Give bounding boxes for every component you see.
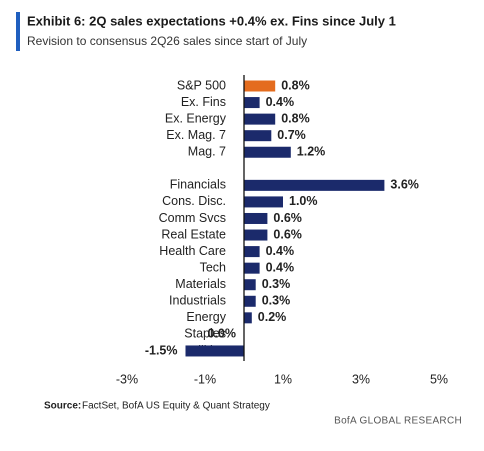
value-label: 0.7% bbox=[277, 128, 306, 142]
category-label: Cons. Disc. bbox=[162, 194, 226, 208]
value-label: -1.5% bbox=[145, 343, 178, 357]
source-label: Source: bbox=[44, 401, 81, 412]
x-tick-label: 5% bbox=[430, 372, 448, 386]
x-tick-label: -1% bbox=[194, 372, 216, 386]
bar bbox=[244, 97, 260, 109]
footer: BofA GLOBAL RESEARCH bbox=[334, 416, 462, 427]
value-label: 0.4% bbox=[266, 244, 295, 258]
category-label: Industrials bbox=[169, 294, 226, 308]
title-accent bbox=[16, 12, 20, 51]
category-label: Comm Svcs bbox=[159, 211, 226, 225]
category-label: Staples bbox=[184, 327, 226, 341]
category-label: Materials bbox=[175, 277, 226, 291]
bar bbox=[244, 146, 291, 158]
value-label: 0.2% bbox=[258, 310, 287, 324]
bar bbox=[244, 229, 268, 241]
category-label: Mag. 7 bbox=[188, 145, 226, 159]
value-label: 3.6% bbox=[390, 178, 419, 192]
bar bbox=[244, 196, 283, 208]
value-label: 0.3% bbox=[262, 277, 291, 291]
bar bbox=[244, 295, 256, 307]
category-label: Ex. Fins bbox=[181, 95, 226, 109]
chart-title: Exhibit 6: 2Q sales expectations +0.4% e… bbox=[27, 13, 396, 28]
x-tick-label: 3% bbox=[352, 372, 370, 386]
x-tick-label: 1% bbox=[274, 372, 292, 386]
bar bbox=[244, 246, 260, 258]
category-label: Health Care bbox=[159, 244, 226, 258]
value-label: 0.6% bbox=[273, 227, 302, 241]
bar bbox=[244, 179, 385, 191]
category-label: Energy bbox=[186, 310, 226, 324]
bar bbox=[244, 262, 260, 274]
bar bbox=[244, 312, 252, 324]
chart-subtitle: Revision to consensus 2Q26 sales since s… bbox=[27, 34, 307, 48]
bar bbox=[244, 130, 272, 142]
category-label: Financials bbox=[170, 178, 226, 192]
category-label: Ex. Mag. 7 bbox=[166, 128, 226, 142]
value-label: 1.0% bbox=[289, 194, 318, 208]
category-label: Tech bbox=[200, 260, 226, 274]
value-label: 0.8% bbox=[281, 111, 310, 125]
bar bbox=[244, 212, 268, 224]
value-label: 0.4% bbox=[266, 95, 295, 109]
source: FactSet, BofA US Equity & Quant Strategy bbox=[82, 401, 270, 412]
bar bbox=[185, 345, 244, 357]
bar bbox=[244, 279, 256, 291]
value-label: 0.4% bbox=[266, 260, 295, 274]
value-label: 1.2% bbox=[297, 145, 326, 159]
value-label: 0.6% bbox=[273, 211, 302, 225]
category-label: Ex. Energy bbox=[165, 111, 227, 125]
value-label: 0.3% bbox=[262, 294, 291, 308]
bar bbox=[244, 113, 276, 125]
bar bbox=[244, 80, 276, 92]
category-label: S&P 500 bbox=[177, 78, 226, 92]
value-label: 0.0% bbox=[208, 327, 237, 341]
value-label: 0.8% bbox=[281, 78, 310, 92]
category-label: Real Estate bbox=[161, 227, 226, 241]
x-tick-label: -3% bbox=[116, 372, 138, 386]
